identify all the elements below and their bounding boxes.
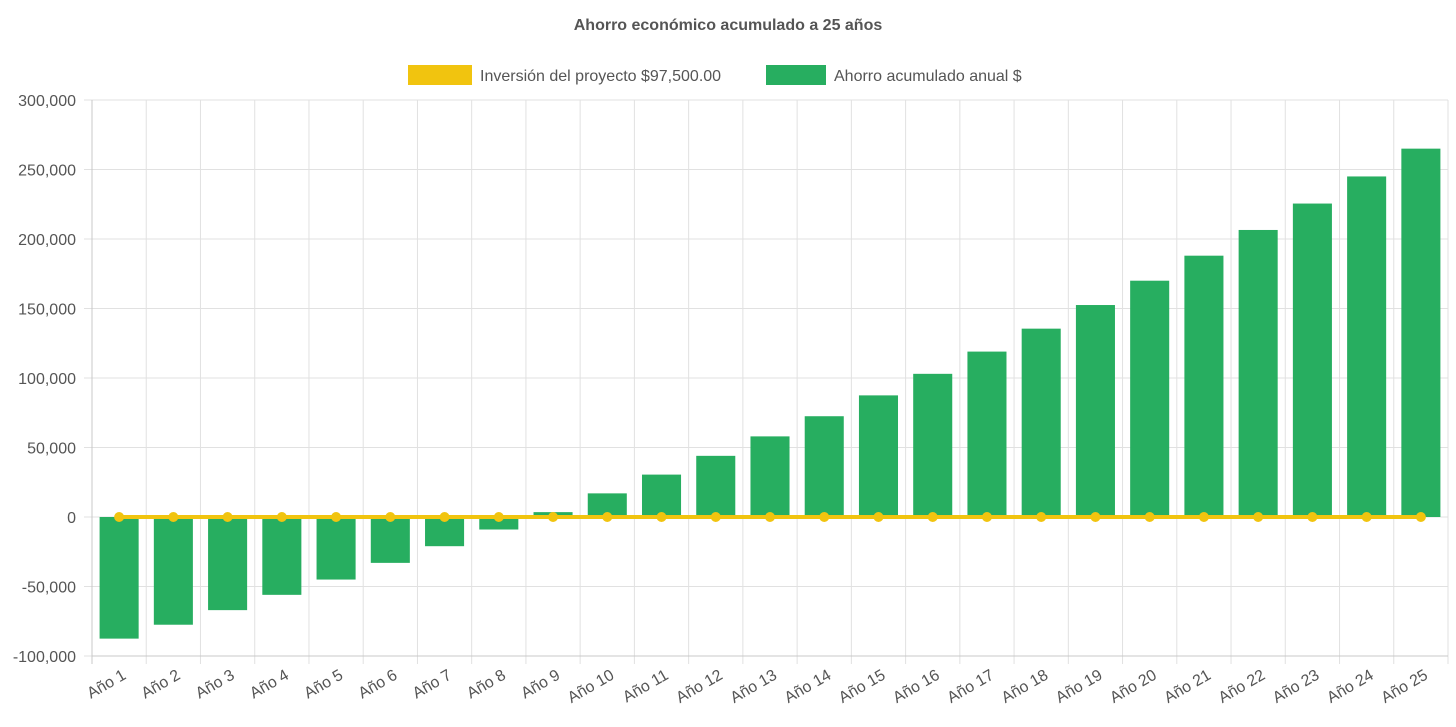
bar-ahorro[interactable] bbox=[262, 517, 302, 595]
y-tick-label: 250,000 bbox=[18, 163, 76, 180]
y-tick-label: 150,000 bbox=[18, 302, 76, 319]
x-tick-label: Año 6 bbox=[356, 667, 401, 703]
point-inversion[interactable] bbox=[1253, 512, 1264, 522]
x-tick-label: Año 13 bbox=[728, 667, 781, 707]
x-tick-label: Año 11 bbox=[620, 667, 671, 707]
x-tick-label: Año 19 bbox=[1053, 667, 1106, 707]
bar-ahorro[interactable] bbox=[1130, 280, 1170, 517]
bar-ahorro[interactable] bbox=[1075, 305, 1115, 517]
y-tick-label: -100,000 bbox=[13, 649, 76, 666]
point-inversion[interactable] bbox=[222, 512, 233, 522]
bar-ahorro[interactable] bbox=[858, 395, 899, 517]
bar-ahorro[interactable] bbox=[208, 517, 248, 611]
x-tick-label: Año 15 bbox=[836, 667, 889, 707]
bar-ahorro[interactable] bbox=[153, 517, 193, 625]
x-tick-label: Año 1 bbox=[84, 667, 129, 703]
point-inversion[interactable] bbox=[819, 512, 830, 522]
point-inversion[interactable] bbox=[1415, 512, 1426, 522]
bar-ahorro[interactable] bbox=[1021, 328, 1061, 517]
x-tick-label: Año 25 bbox=[1378, 667, 1431, 707]
x-tick-label: Año 8 bbox=[464, 667, 509, 703]
x-tick-label: Año 21 bbox=[1161, 667, 1214, 707]
y-axis-ticks: 300,000 250,000 200,000 150,000 100,000 50,00… bbox=[13, 93, 76, 666]
y-tick-label: 50,000 bbox=[27, 441, 76, 458]
point-inversion[interactable] bbox=[548, 512, 559, 522]
x-tick-label: Año 23 bbox=[1270, 667, 1323, 707]
x-tick-label: Año 3 bbox=[193, 667, 238, 703]
y-tick-label: -50,000 bbox=[22, 580, 76, 597]
bar-ahorro[interactable] bbox=[1292, 203, 1332, 517]
point-inversion[interactable] bbox=[1144, 512, 1155, 522]
x-tick-label: Año 20 bbox=[1107, 667, 1160, 707]
point-inversion[interactable] bbox=[1307, 512, 1318, 522]
x-tick-label: Año 18 bbox=[999, 667, 1052, 707]
point-inversion[interactable] bbox=[168, 512, 179, 522]
point-inversion[interactable] bbox=[493, 512, 504, 522]
x-tick-label: Año 24 bbox=[1324, 667, 1377, 707]
y-tick-label: 300,000 bbox=[18, 93, 76, 110]
point-inversion[interactable] bbox=[981, 512, 992, 522]
y-tick-label: 0 bbox=[67, 510, 76, 527]
x-tick-label: Año 14 bbox=[782, 667, 835, 707]
bar-ahorro[interactable] bbox=[370, 517, 410, 563]
x-tick-label: Año 17 bbox=[945, 667, 998, 707]
legend: Inversión del proyecto $97,500.00 Ahorro… bbox=[408, 65, 1022, 85]
chart-title: Ahorro económico acumulado a 25 años bbox=[574, 17, 883, 34]
x-tick-label: Año 22 bbox=[1216, 667, 1269, 707]
bar-ahorro[interactable] bbox=[1238, 229, 1278, 517]
point-inversion[interactable] bbox=[1361, 512, 1372, 522]
x-tick-label: Año 5 bbox=[301, 667, 346, 703]
bar-series bbox=[99, 148, 1441, 639]
bar-ahorro[interactable] bbox=[316, 517, 356, 580]
bar-ahorro[interactable] bbox=[1401, 148, 1441, 517]
legend-swatch-inversion[interactable] bbox=[408, 65, 472, 85]
grid-lines bbox=[84, 99, 1449, 664]
point-inversion[interactable] bbox=[276, 512, 287, 522]
point-inversion[interactable] bbox=[602, 512, 613, 522]
y-tick-label: 100,000 bbox=[18, 371, 76, 388]
bar-ahorro[interactable] bbox=[967, 351, 1007, 517]
x-axis-ticks: Año 1 Año 2 Año 3 Año 4 Año 5 Año 6 Año 7 Año 8… bbox=[84, 667, 1431, 707]
legend-swatch-ahorro[interactable] bbox=[766, 65, 826, 85]
x-tick-label: Año 7 bbox=[410, 667, 455, 703]
bar-ahorro[interactable] bbox=[913, 373, 953, 517]
point-inversion[interactable] bbox=[873, 512, 884, 522]
x-tick-label: Año 4 bbox=[247, 667, 292, 703]
bar-ahorro[interactable] bbox=[1184, 255, 1224, 517]
point-inversion[interactable] bbox=[765, 512, 775, 522]
point-inversion[interactable] bbox=[385, 512, 396, 522]
bar-ahorro[interactable] bbox=[750, 436, 790, 517]
bar-ahorro[interactable] bbox=[696, 455, 736, 517]
line-series bbox=[114, 512, 1426, 522]
point-inversion[interactable] bbox=[927, 512, 938, 522]
bar-ahorro[interactable] bbox=[804, 416, 844, 517]
y-tick-label: 200,000 bbox=[18, 232, 76, 249]
point-inversion[interactable] bbox=[114, 512, 125, 522]
bar-ahorro[interactable] bbox=[641, 474, 682, 517]
legend-label-inversion[interactable]: Inversión del proyecto $97,500.00 bbox=[480, 68, 721, 85]
point-inversion[interactable] bbox=[1090, 512, 1101, 522]
point-inversion[interactable] bbox=[1036, 512, 1047, 522]
legend-label-ahorro[interactable]: Ahorro acumulado anual $ bbox=[834, 68, 1022, 85]
point-inversion[interactable] bbox=[1198, 512, 1209, 522]
point-inversion[interactable] bbox=[710, 512, 721, 522]
bar-ahorro[interactable] bbox=[587, 493, 627, 517]
x-tick-label: Año 16 bbox=[890, 667, 943, 707]
point-inversion[interactable] bbox=[331, 512, 342, 522]
x-tick-label: Año 9 bbox=[518, 667, 563, 703]
point-inversion[interactable] bbox=[656, 512, 667, 522]
bar-ahorro[interactable] bbox=[1347, 176, 1387, 517]
x-tick-label: Año 2 bbox=[139, 667, 184, 703]
x-tick-label: Año 12 bbox=[673, 667, 726, 707]
point-inversion[interactable] bbox=[439, 512, 450, 522]
bar-ahorro[interactable] bbox=[479, 517, 519, 530]
bar-ahorro[interactable] bbox=[99, 517, 139, 639]
x-tick-label: Año 10 bbox=[565, 667, 618, 707]
